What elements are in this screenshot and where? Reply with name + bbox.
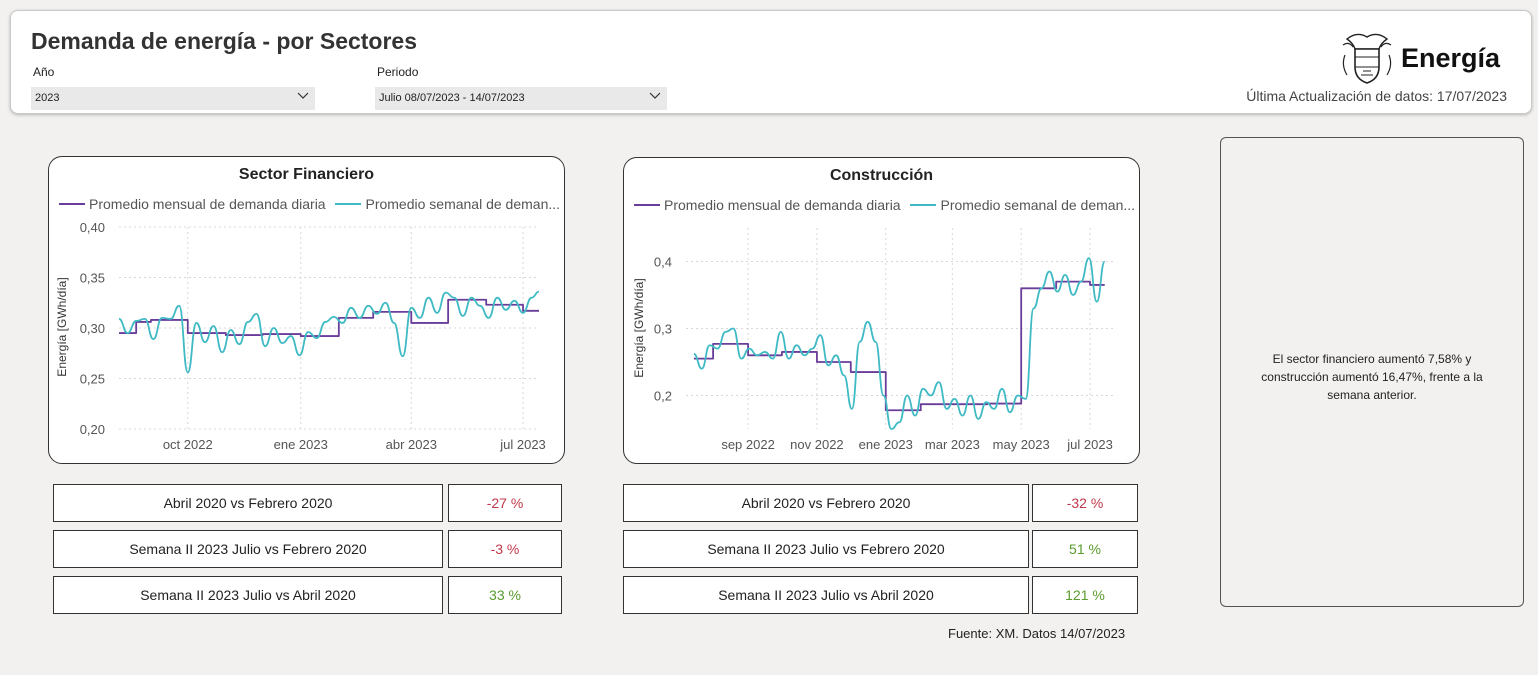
year-dropdown-value: 2023 bbox=[35, 92, 60, 104]
x-tick-label: nov 2022 bbox=[790, 437, 844, 452]
x-tick-label: may 2023 bbox=[993, 437, 1050, 452]
y-tick-label: 0,40 bbox=[80, 220, 105, 235]
chart-financiero: 0,40 0,35 0,30 0,25 0,20 oct 2022 ene 2023 abr … bbox=[55, 220, 546, 452]
comparison-value: 51 % bbox=[1032, 530, 1138, 568]
comparison-value: -32 % bbox=[1032, 484, 1138, 522]
y-tick-label: 0,3 bbox=[654, 322, 672, 337]
chart-legend: Promedio mensual de demanda diaria Prome… bbox=[634, 197, 1141, 213]
summary-panel: El sector financiero aumentó 7,58% y con… bbox=[1220, 137, 1524, 607]
x-tick-label: ene 2023 bbox=[274, 437, 328, 452]
summary-text: El sector financiero aumentó 7,58% y con… bbox=[1261, 352, 1483, 402]
x-tick-label: jul 2023 bbox=[1066, 437, 1113, 452]
legend-label-weekly: Promedio semanal de deman... bbox=[940, 197, 1136, 213]
y-tick-label: 0,30 bbox=[80, 321, 105, 336]
comparison-label: Abril 2020 vs Febrero 2020 bbox=[623, 484, 1029, 522]
period-dropdown[interactable]: Julio 08/07/2023 - 14/07/2023 bbox=[375, 87, 667, 110]
last-update-text: Última Actualización de datos: 17/07/202… bbox=[1246, 88, 1507, 104]
legend-item-monthly: Promedio mensual de demanda diaria bbox=[634, 197, 901, 213]
year-filter-label: Año bbox=[33, 65, 55, 79]
data-source-text: Fuente: XM. Datos 14/07/2023 bbox=[948, 626, 1126, 641]
comparison-value: 33 % bbox=[448, 576, 562, 614]
series-line-weekly bbox=[118, 290, 540, 374]
comparison-value: -27 % bbox=[448, 484, 562, 522]
chart-title: Sector Financiero bbox=[238, 166, 375, 183]
y-tick-label: 0,25 bbox=[80, 372, 105, 387]
page-title: Demanda de energía - por Sectores bbox=[31, 28, 418, 54]
legend-swatch-weekly bbox=[335, 203, 362, 206]
legend-label-monthly: Promedio mensual de demanda diaria bbox=[664, 197, 901, 213]
x-tick-label: ene 2023 bbox=[859, 437, 913, 452]
chart-card-financiero: 0,40 0,35 0,30 0,25 0,20 oct 2022 ene 2023 abr … bbox=[48, 156, 565, 464]
brand-logo: Energía bbox=[1339, 29, 1509, 89]
chart-construccion: 0,4 0,3 0,2 sep 2022 nov 2022 ene 2023 mar 202… bbox=[632, 228, 1116, 452]
x-tick-label: sep 2022 bbox=[721, 437, 775, 452]
comparison-label: Semana II 2023 Julio vs Abril 2020 bbox=[53, 576, 443, 614]
chevron-down-icon bbox=[649, 92, 661, 99]
chevron-down-icon bbox=[297, 92, 309, 99]
y-tick-label: 0,4 bbox=[654, 255, 672, 270]
y-tick-label: 0,2 bbox=[654, 389, 672, 404]
legend-swatch-weekly bbox=[910, 204, 937, 207]
period-dropdown-value: Julio 08/07/2023 - 14/07/2023 bbox=[379, 92, 525, 104]
comparison-value: -3 % bbox=[448, 530, 562, 568]
legend-label-weekly: Promedio semanal de deman... bbox=[365, 196, 561, 212]
period-filter-label: Periodo bbox=[377, 65, 419, 79]
chart-title: Construcción bbox=[829, 167, 934, 184]
y-axis-label: Energía [GWh/día] bbox=[632, 278, 646, 377]
comparison-value: 121 % bbox=[1032, 576, 1138, 614]
y-tick-label: 0,20 bbox=[80, 422, 105, 437]
x-tick-label: abr 2023 bbox=[386, 437, 437, 452]
y-axis-label: Energía [GWh/día] bbox=[55, 277, 69, 376]
brand-name: Energía bbox=[1401, 43, 1501, 73]
x-tick-label: jul 2023 bbox=[499, 437, 546, 452]
legend-label-monthly: Promedio mensual de demanda diaria bbox=[89, 196, 326, 212]
comparison-label: Semana II 2023 Julio vs Febrero 2020 bbox=[53, 530, 443, 568]
x-tick-label: oct 2022 bbox=[163, 437, 213, 452]
legend-item-monthly: Promedio mensual de demanda diaria bbox=[59, 196, 326, 212]
legend-swatch-monthly bbox=[634, 204, 660, 207]
legend-item-weekly: Promedio semanal de deman... bbox=[335, 196, 560, 212]
legend-swatch-monthly bbox=[59, 203, 85, 206]
comparison-label: Semana II 2023 Julio vs Febrero 2020 bbox=[623, 530, 1029, 568]
x-tick-label: mar 2023 bbox=[925, 437, 980, 452]
series-line-monthly bbox=[693, 280, 1105, 412]
comparison-label: Semana II 2023 Julio vs Abril 2020 bbox=[623, 576, 1029, 614]
header-panel: Demanda de energía - por Sectores Año 20… bbox=[10, 10, 1532, 114]
colombia-coat-of-arms-icon bbox=[1342, 33, 1392, 84]
chart-card-construccion: 0,4 0,3 0,2 sep 2022 nov 2022 ene 2023 mar 202… bbox=[623, 157, 1140, 464]
year-dropdown[interactable]: 2023 bbox=[31, 87, 315, 110]
comparison-label: Abril 2020 vs Febrero 2020 bbox=[53, 484, 443, 522]
y-tick-label: 0,35 bbox=[80, 271, 105, 286]
series-line-weekly bbox=[693, 257, 1106, 430]
legend-item-weekly: Promedio semanal de deman... bbox=[910, 197, 1135, 213]
chart-legend: Promedio mensual de demanda diaria Prome… bbox=[59, 196, 566, 212]
